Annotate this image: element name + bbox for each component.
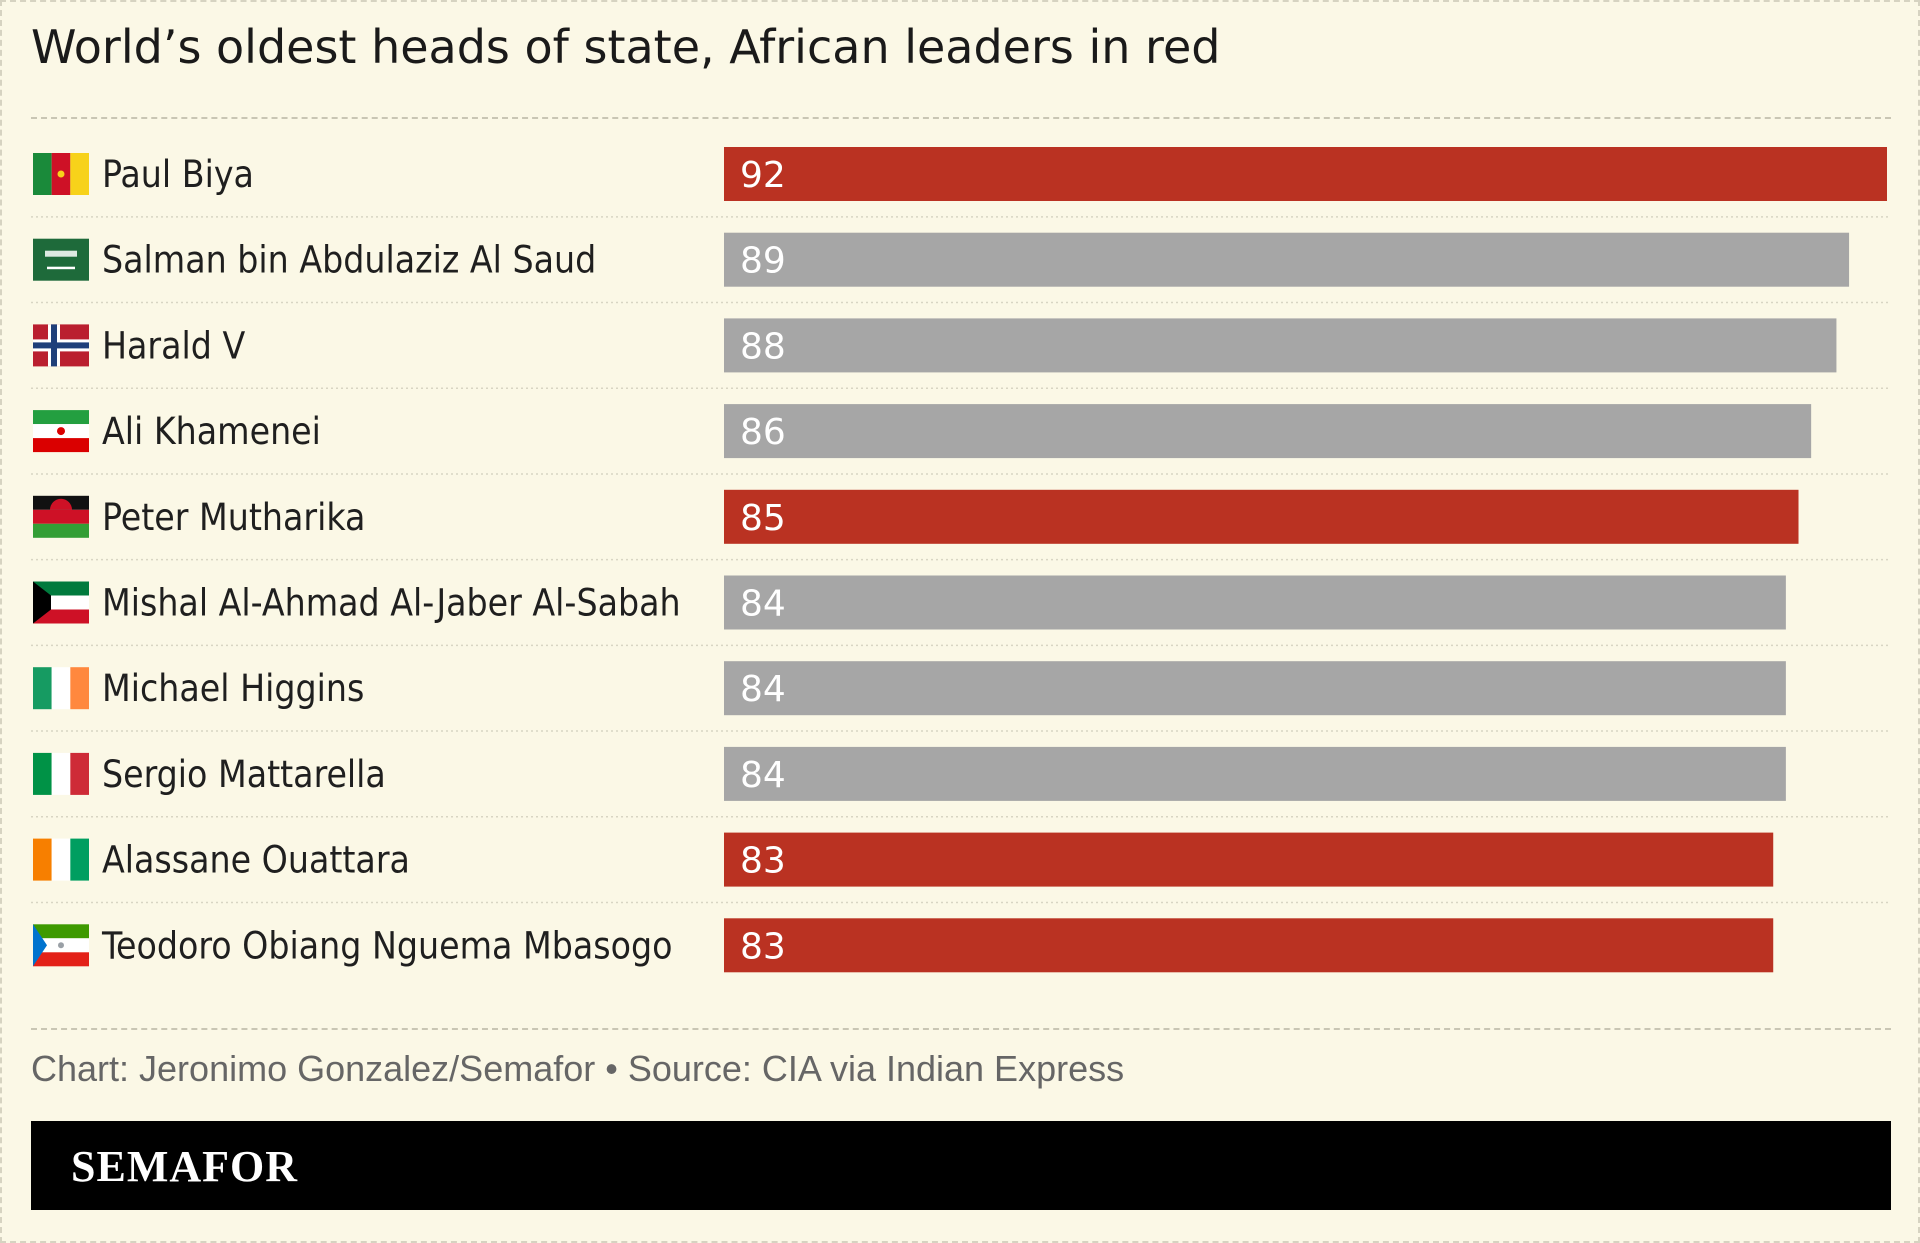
chart-row: Salman bin Abdulaziz Al Saud 89 (31, 232, 1891, 304)
ireland-flag-icon (33, 667, 89, 710)
chart-title: World’s oldest heads of state, African l… (31, 20, 1221, 74)
bottom-divider (31, 1028, 1891, 1030)
chart-row: Harald V 88 (31, 318, 1891, 389)
chart-row: Peter Mutharika 85 (31, 489, 1891, 561)
chart-row: Sergio Mattarella 84 (31, 746, 1891, 818)
top-divider (31, 117, 1891, 119)
age-value-label: 86 (740, 412, 786, 453)
leader-name-label: Ali Khamenei (102, 410, 321, 453)
leader-name-label: Mishal Al-Ahmad Al-Jaber Al-Sabah (102, 582, 681, 625)
leader-name-label: Sergio Mattarella (102, 753, 386, 796)
saudi-arabia-flag-icon (33, 238, 89, 281)
leader-name-label: Peter Mutharika (102, 496, 365, 539)
age-value-label: 83 (740, 926, 786, 967)
age-bar (724, 404, 1812, 459)
age-bar (724, 147, 1887, 201)
cameroon-flag-icon (33, 153, 89, 195)
kuwait-flag-icon (33, 581, 89, 624)
age-bar (724, 661, 1786, 716)
bar-chart: Paul Biya 92 Salman bin Abdulaziz Al Saud 8… (31, 147, 1891, 973)
leader-name-label: Teodoro Obiang Nguema Mbasogo (101, 924, 672, 967)
italy-flag-icon (33, 752, 89, 795)
age-bar (724, 489, 1799, 544)
chart-row: Michael Higgins 84 (31, 661, 1891, 732)
age-value-label: 84 (740, 669, 786, 710)
age-value-label: 88 (740, 326, 786, 367)
age-value-label: 84 (740, 755, 786, 796)
age-bar (724, 232, 1850, 287)
age-bar (724, 575, 1786, 630)
equatorial-guinea-flag-icon (33, 924, 89, 967)
age-value-label: 92 (740, 155, 786, 196)
age-bar (724, 746, 1786, 801)
semafor-logo: SEMAFOR (71, 1142, 298, 1191)
chart-row: Alassane Ouattara 83 (31, 832, 1891, 904)
age-value-label: 89 (740, 241, 786, 282)
leader-name-label: Salman bin Abdulaziz Al Saud (102, 239, 596, 282)
leader-name-label: Harald V (102, 324, 245, 367)
norway-flag-icon (33, 324, 89, 367)
malawi-flag-icon (33, 495, 89, 538)
chart-row: Ali Khamenei 86 (31, 404, 1891, 475)
age-value-label: 85 (740, 498, 786, 539)
cote-divoire-flag-icon (33, 838, 89, 881)
age-bar (724, 318, 1837, 373)
leader-name-label: Michael Higgins (102, 667, 364, 710)
chart-row: Mishal Al-Ahmad Al-Jaber Al-Sabah 84 (31, 575, 1891, 647)
age-bar (724, 832, 1774, 887)
chart-row: Teodoro Obiang Nguema Mbasogo 83 (33, 918, 1774, 973)
age-bar (724, 918, 1774, 973)
age-value-label: 83 (740, 841, 786, 882)
iran-flag-icon (33, 410, 89, 453)
age-value-label: 84 (740, 584, 786, 625)
brand-footer: SEMAFOR (31, 1121, 1891, 1210)
leader-name-label: Paul Biya (102, 153, 254, 196)
source-note: Chart: Jeronimo Gonzalez/Semafor • Sourc… (31, 1048, 1125, 1089)
leader-name-label: Alassane Ouattara (102, 839, 410, 882)
chart-row: Paul Biya 92 (31, 147, 1891, 218)
